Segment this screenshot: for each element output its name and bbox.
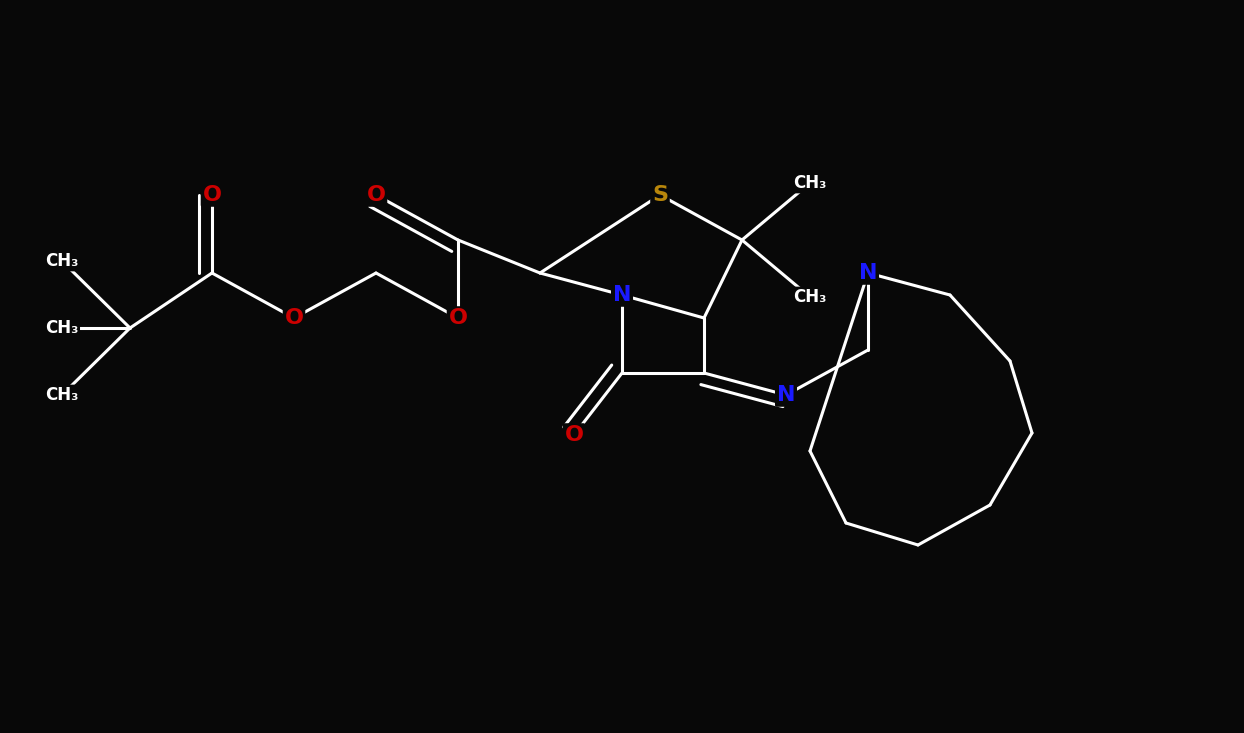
Text: O: O xyxy=(449,308,468,328)
Text: O: O xyxy=(565,425,583,445)
Text: CH₃: CH₃ xyxy=(45,386,78,404)
Text: O: O xyxy=(367,185,386,205)
Text: CH₃: CH₃ xyxy=(45,319,78,337)
Text: N: N xyxy=(613,285,631,305)
Text: CH₃: CH₃ xyxy=(794,288,827,306)
Text: O: O xyxy=(285,308,304,328)
Text: S: S xyxy=(652,185,668,205)
Text: N: N xyxy=(858,263,877,283)
Text: CH₃: CH₃ xyxy=(45,252,78,270)
Text: N: N xyxy=(776,385,795,405)
Text: CH₃: CH₃ xyxy=(794,174,827,192)
Text: O: O xyxy=(203,185,221,205)
